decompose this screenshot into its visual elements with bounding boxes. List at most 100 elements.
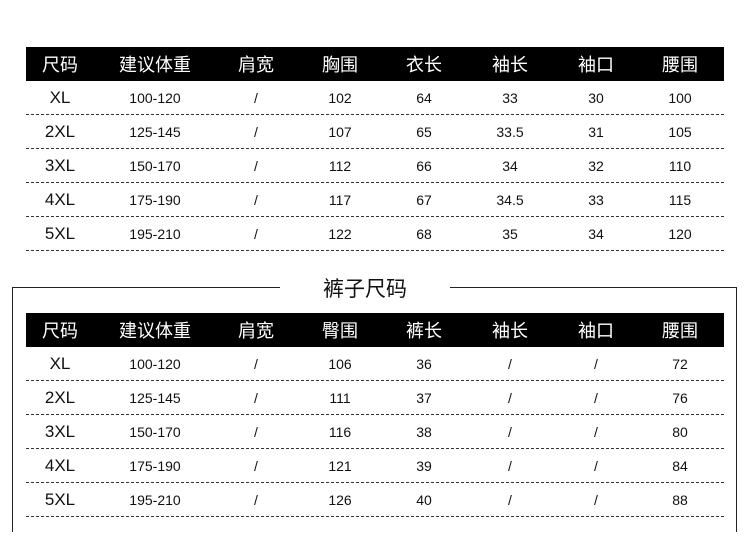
value-cell: 175-190 xyxy=(129,191,181,208)
header-cell: 臀围 xyxy=(322,321,358,341)
value-cell: 107 xyxy=(328,123,352,140)
value-cell: 150-170 xyxy=(129,157,181,174)
header-cell: 胸围 xyxy=(322,55,358,75)
value-cell: / xyxy=(254,423,258,440)
value-cell: 36 xyxy=(416,355,432,372)
value-cell: 68 xyxy=(416,225,432,242)
header-cell: 袖口 xyxy=(578,55,614,75)
table-row: XL 100-120 / 106 36 / / 72 xyxy=(26,347,724,381)
value-cell: 116 xyxy=(328,423,352,440)
value-cell: 125-145 xyxy=(129,123,181,140)
size-cell: 2XL xyxy=(44,121,76,141)
size-cell: 3XL xyxy=(44,155,76,175)
value-cell: 65 xyxy=(416,123,432,140)
value-cell: / xyxy=(508,389,512,406)
value-cell: 31 xyxy=(588,123,604,140)
pants-section-title: 裤子尺码 xyxy=(323,278,407,301)
value-cell: 76 xyxy=(672,389,688,406)
size-cell: 5XL xyxy=(44,489,76,509)
value-cell: 84 xyxy=(672,457,688,474)
header-cell: 肩宽 xyxy=(238,321,274,341)
value-cell: / xyxy=(508,491,512,508)
size-cell: 3XL xyxy=(44,421,76,441)
size-cell: 4XL xyxy=(44,455,76,475)
header-cell: 肩宽 xyxy=(238,55,274,75)
value-cell: 122 xyxy=(328,225,352,242)
value-cell: 32 xyxy=(588,157,604,174)
header-cell: 袖长 xyxy=(492,321,528,341)
value-cell: 39 xyxy=(416,457,432,474)
size-cell: 5XL xyxy=(44,223,76,243)
size-cell: XL xyxy=(49,87,71,107)
value-cell: / xyxy=(594,423,598,440)
value-cell: 126 xyxy=(328,491,352,508)
table-row: 3XL 150-170 / 116 38 / / 80 xyxy=(26,415,724,449)
value-cell: 115 xyxy=(668,191,692,208)
value-cell: / xyxy=(254,389,258,406)
value-cell: 117 xyxy=(328,191,352,208)
value-cell: 72 xyxy=(672,355,688,372)
table-row: 2XL 125-145 / 111 37 / / 76 xyxy=(26,381,724,415)
header-cell: 尺码 xyxy=(42,321,78,341)
value-cell: 105 xyxy=(668,123,692,140)
value-cell: / xyxy=(254,491,258,508)
value-cell: / xyxy=(254,191,258,208)
value-cell: 102 xyxy=(328,89,352,106)
value-cell: 100 xyxy=(668,89,692,106)
value-cell: / xyxy=(594,457,598,474)
table-header: 尺码 建议体重 肩宽 胸围 衣长 袖长 袖口 腰围 xyxy=(26,47,724,81)
header-cell: 袖长 xyxy=(492,55,528,75)
header-cell: 裤长 xyxy=(406,321,442,341)
value-cell: 34 xyxy=(588,225,604,242)
value-cell: 30 xyxy=(588,89,604,106)
value-cell: 37 xyxy=(416,389,432,406)
value-cell: 33.5 xyxy=(496,123,524,140)
header-cell: 建议体重 xyxy=(119,321,191,341)
value-cell: / xyxy=(254,123,258,140)
value-cell: 33 xyxy=(502,89,518,106)
size-cell: 2XL xyxy=(44,387,76,407)
value-cell: 112 xyxy=(328,157,352,174)
value-cell: 111 xyxy=(329,389,351,406)
top-size-table: 尺码 建议体重 肩宽 胸围 衣长 袖长 袖口 腰围 XL 100-120 / 102 64 33 30 100… xyxy=(26,47,724,251)
value-cell: 40 xyxy=(416,491,432,508)
value-cell: 35 xyxy=(502,225,518,242)
value-cell: 175-190 xyxy=(129,457,181,474)
size-cell: XL xyxy=(49,353,71,373)
table-row: 4XL 175-190 / 121 39 / / 84 xyxy=(26,449,724,483)
table-row: 5XL 195-210 / 126 40 / / 88 xyxy=(26,483,724,517)
value-cell: / xyxy=(508,423,512,440)
header-cell: 腰围 xyxy=(662,321,698,341)
value-cell: 195-210 xyxy=(129,491,181,508)
pants-section-header: 裤子尺码 xyxy=(280,272,450,304)
table-row: 3XL 150-170 / 112 66 34 32 110 xyxy=(26,149,724,183)
value-cell: 195-210 xyxy=(129,225,181,242)
value-cell: 100-120 xyxy=(129,355,181,372)
value-cell: / xyxy=(254,157,258,174)
table-row: XL 100-120 / 102 64 33 30 100 xyxy=(26,81,724,115)
table-header: 尺码 建议体重 肩宽 臀围 裤长 袖长 袖口 腰围 xyxy=(26,313,724,347)
table-row: 5XL 195-210 / 122 68 35 34 120 xyxy=(26,217,724,251)
value-cell: / xyxy=(254,355,258,372)
value-cell: / xyxy=(594,491,598,508)
value-cell: 125-145 xyxy=(129,389,181,406)
value-cell: 88 xyxy=(672,491,688,508)
size-cell: 4XL xyxy=(44,189,76,209)
value-cell: / xyxy=(254,457,258,474)
header-cell: 袖口 xyxy=(578,321,614,341)
value-cell: / xyxy=(508,457,512,474)
value-cell: 33 xyxy=(588,191,604,208)
value-cell: 64 xyxy=(416,89,432,106)
header-cell: 衣长 xyxy=(406,55,442,75)
value-cell: / xyxy=(254,225,258,242)
value-cell: / xyxy=(594,389,598,406)
value-cell: 66 xyxy=(416,157,432,174)
value-cell: / xyxy=(254,89,258,106)
header-cell: 建议体重 xyxy=(119,55,191,75)
header-cell: 腰围 xyxy=(662,55,698,75)
value-cell: 34.5 xyxy=(496,191,524,208)
value-cell: 67 xyxy=(416,191,432,208)
header-cell: 尺码 xyxy=(42,55,78,75)
value-cell: 80 xyxy=(672,423,688,440)
